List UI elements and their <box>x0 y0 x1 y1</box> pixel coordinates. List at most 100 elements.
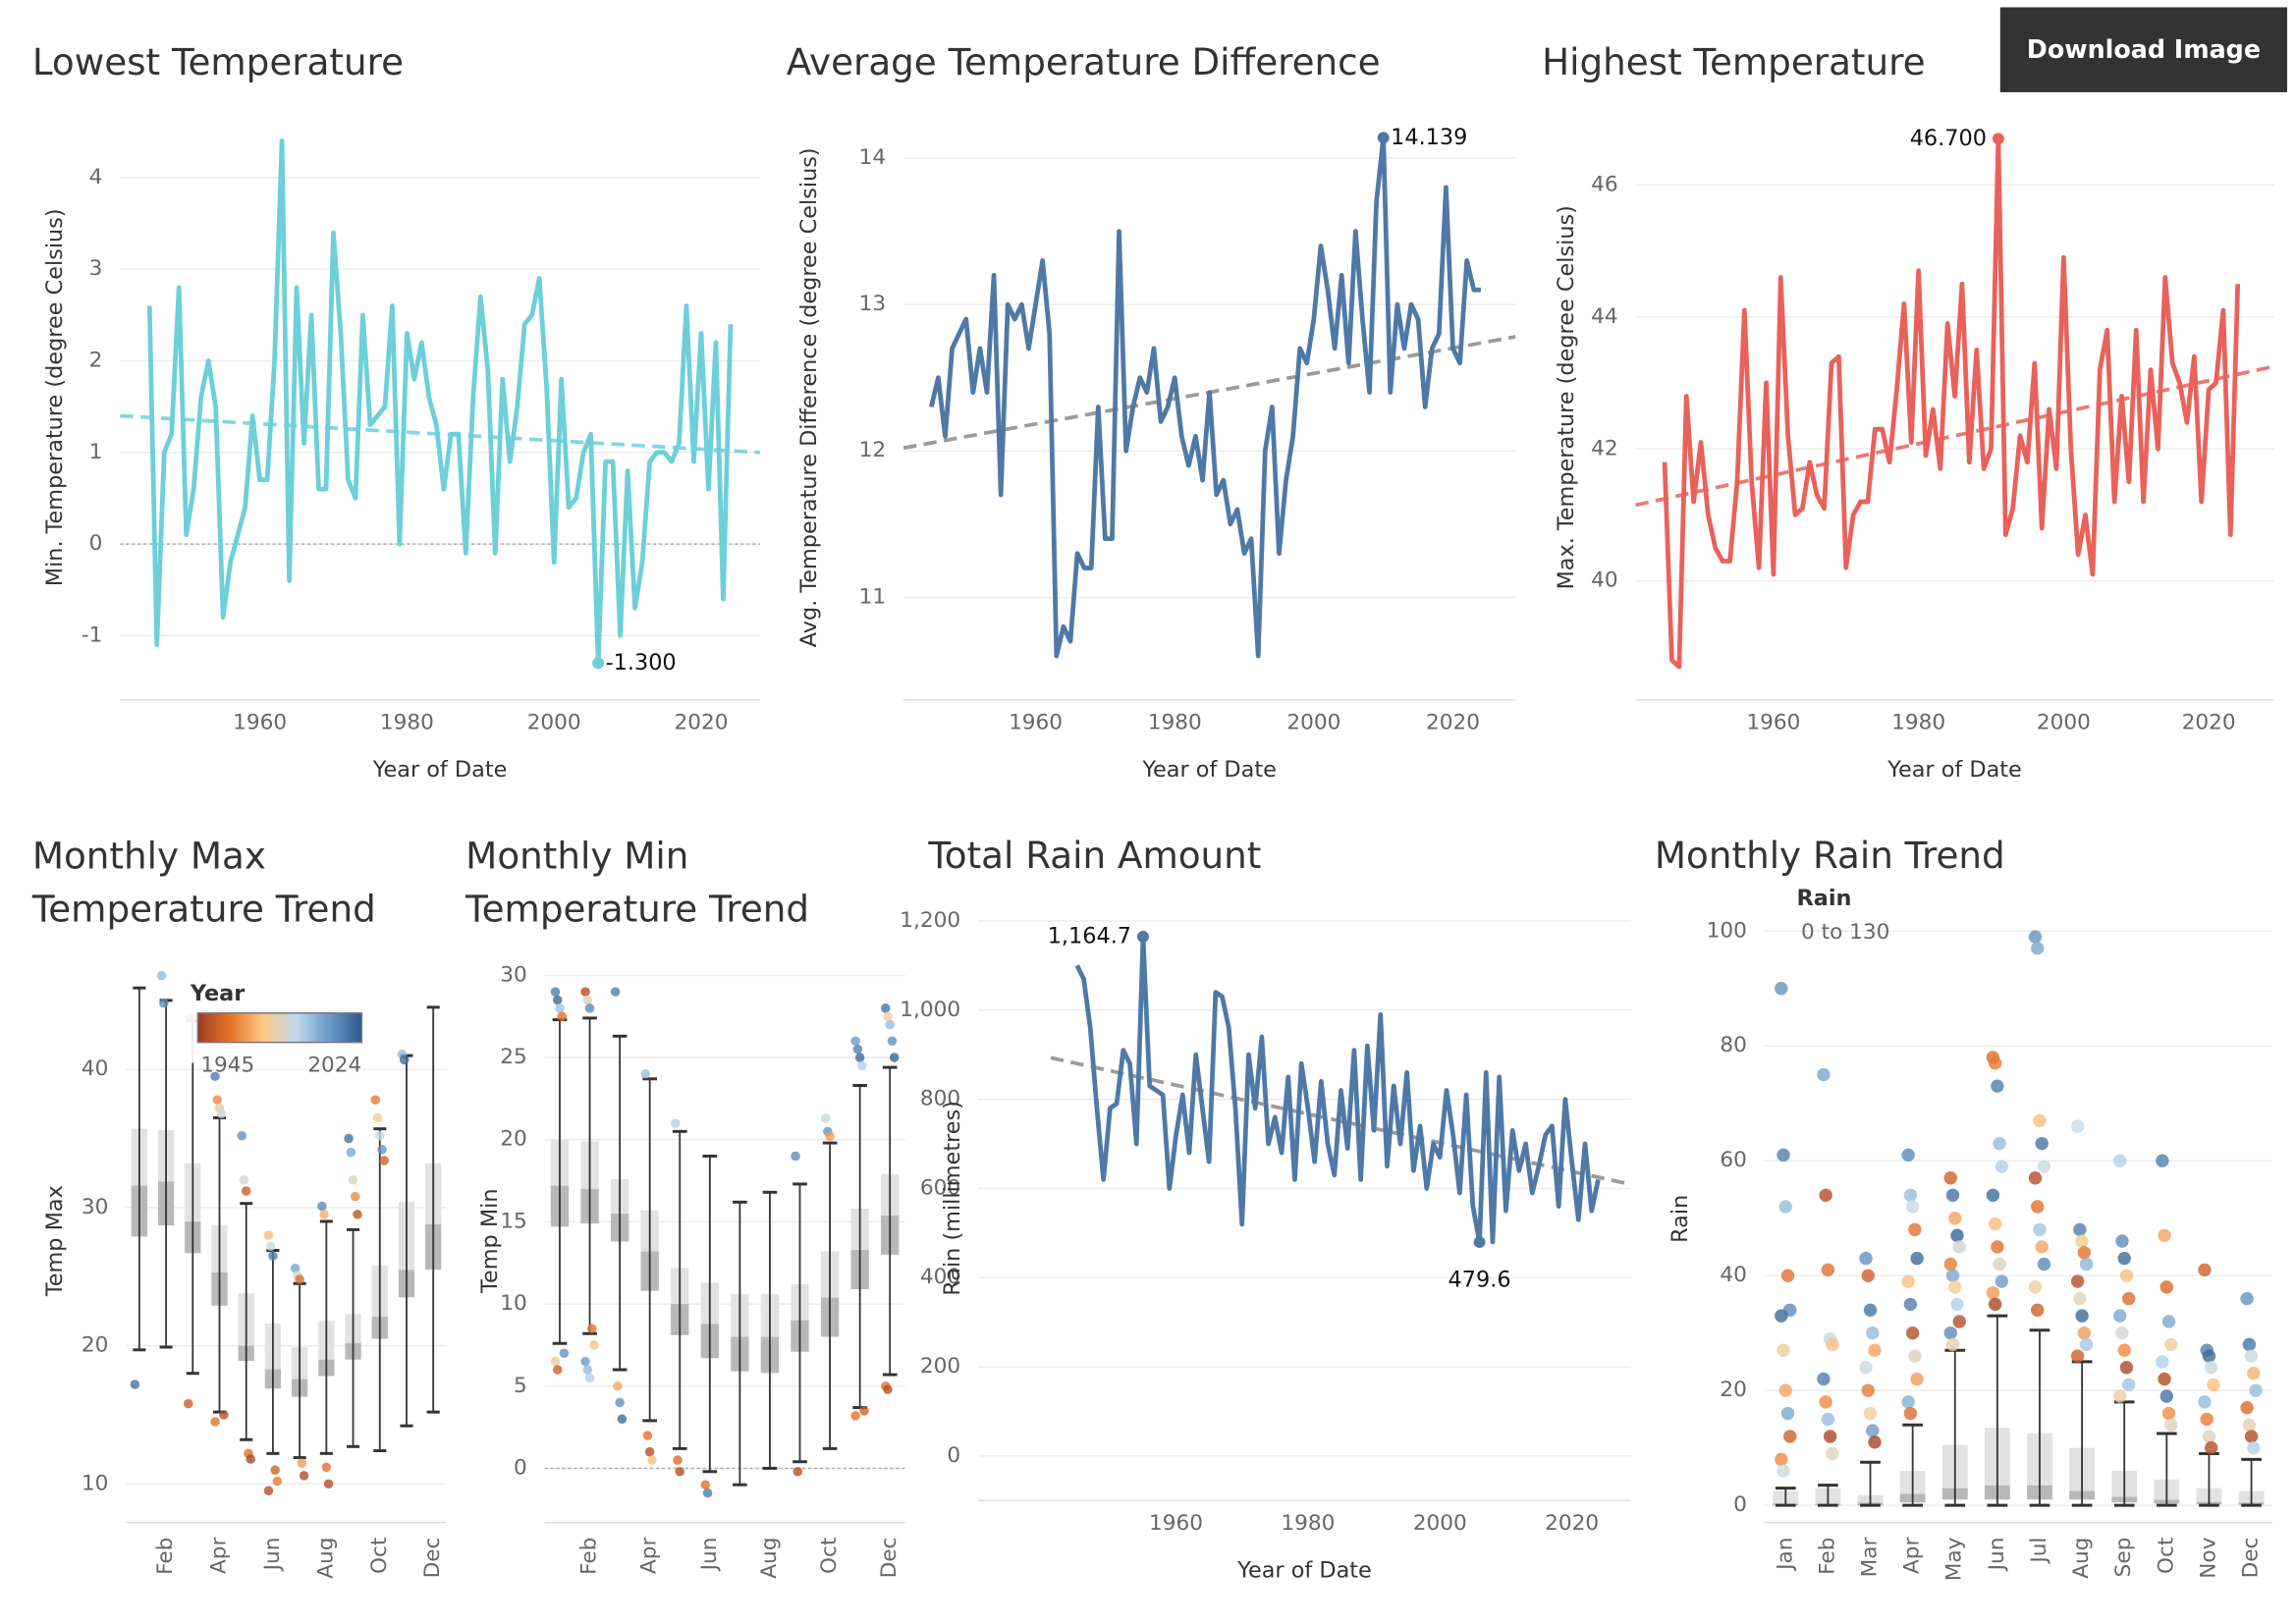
outlier-point <box>184 1398 193 1409</box>
outlier-point <box>1995 1274 2009 1288</box>
x-tick-label: Aug <box>757 1538 782 1579</box>
x-axis-label: Year of Date <box>1236 1557 1372 1583</box>
outlier-point <box>2121 1378 2136 1392</box>
trend-line <box>1050 1056 1632 1187</box>
x-axis-label: Year of Date <box>1886 757 2022 783</box>
outlier-point <box>1986 1286 2000 1300</box>
outlier-point <box>219 1410 229 1420</box>
outlier-point <box>2079 1337 2094 1352</box>
data-line <box>1074 934 1601 1245</box>
outlier-point <box>852 1044 863 1055</box>
outlier-point <box>210 1417 220 1427</box>
outlier-point <box>883 1011 893 1021</box>
outlier-point <box>1943 1171 1957 1185</box>
outlier-point <box>1986 1188 2000 1203</box>
outlier-point <box>2158 1372 2171 1386</box>
y-tick-label: 15 <box>500 1209 527 1233</box>
outlier-point <box>1943 1257 1957 1272</box>
outlier-point <box>1901 1148 1915 1163</box>
outlier-point <box>825 1131 835 1142</box>
x-tick-label: Sep <box>2111 1538 2136 1578</box>
outlier-point <box>1780 1269 1795 1282</box>
outlier-point <box>377 1145 387 1155</box>
y-tick-label: 100 <box>1707 918 1747 943</box>
outlier-point <box>2249 1383 2263 1397</box>
chart-title: Total Rain Amount <box>927 834 1261 877</box>
outlier-point <box>580 987 590 997</box>
outlier-point <box>272 1476 283 1487</box>
outlier-point <box>246 1454 255 1464</box>
chart-panel: Monthly Max Temperature Trend 10 20 30 40 Tem… <box>31 834 447 1579</box>
legend-gradient <box>196 1012 363 1044</box>
outlier-point <box>2033 1222 2047 1237</box>
outlier-point <box>319 1210 329 1219</box>
outlier-point <box>1866 1326 1880 1340</box>
y-tick-label: 13 <box>859 292 887 316</box>
outlier-point <box>2070 1274 2085 1288</box>
outlier-point <box>2198 1395 2212 1409</box>
outlier-point <box>297 1458 307 1468</box>
x-tick-label: 2000 <box>527 711 581 735</box>
outlier-point <box>268 1251 278 1261</box>
outlier-point <box>212 1095 223 1105</box>
outlier-point <box>2031 1200 2045 1214</box>
outlier-point <box>321 1462 332 1473</box>
outlier-point <box>702 1488 713 1498</box>
outlier-point <box>2207 1378 2220 1392</box>
button-background[interactable] <box>1999 7 2288 92</box>
x-tick-label: Oct <box>2154 1538 2178 1574</box>
y-tick-label: 200 <box>920 1354 960 1379</box>
outlier-point <box>1775 1452 1788 1467</box>
chart-title: Monthly Min Temperature Trend <box>465 834 809 930</box>
download-button[interactable]: Download Image <box>1999 7 2288 92</box>
outlier-point <box>379 1156 390 1165</box>
outlier-point <box>557 1011 567 1021</box>
outlier-point <box>1903 1188 1918 1203</box>
outlier-point <box>2033 1113 2047 1127</box>
x-tick-label: Nov <box>2196 1537 2220 1578</box>
outlier-point <box>1908 1349 1922 1363</box>
outlier-point <box>700 1480 711 1489</box>
annotation-dot <box>592 657 605 670</box>
x-tick-label: Jan <box>1773 1538 1797 1572</box>
outlier-point <box>584 1373 595 1383</box>
outlier-point <box>2037 1257 2051 1272</box>
outlier-point <box>1950 1228 1964 1242</box>
outlier-point <box>2113 1309 2127 1323</box>
outlier-point <box>791 1151 800 1162</box>
outlier-point <box>2161 1406 2176 1421</box>
x-tick-label: Oct <box>367 1538 392 1574</box>
outlier-point <box>2121 1291 2136 1306</box>
y-tick-label: 30 <box>82 1195 109 1219</box>
outlier-point <box>2204 1361 2218 1375</box>
y-tick-label: 44 <box>1591 304 1618 329</box>
outlier-point <box>850 1036 860 1047</box>
y-tick-label: 40 <box>1720 1263 1747 1287</box>
x-tick-label: 2000 <box>2037 711 2091 735</box>
y-tick-label: 20 <box>1720 1378 1747 1402</box>
outlier-point <box>344 1133 354 1144</box>
outlier-point <box>2075 1234 2089 1248</box>
y-tick-label: 0 <box>89 531 103 556</box>
chart-title: Lowest Temperature <box>32 40 404 83</box>
y-tick-label: 2 <box>89 348 103 372</box>
x-tick-label: 2020 <box>1545 1511 1599 1536</box>
outlier-point <box>2077 1246 2092 1260</box>
chart-panel: Highest Temperature 40 42 44 46 Max. Temperat… <box>1542 40 2274 783</box>
outlier-point <box>613 1380 623 1391</box>
y-tick-label: 4 <box>89 165 103 189</box>
x-tick-label: 1980 <box>380 711 434 735</box>
outlier-point <box>374 1130 385 1141</box>
outlier-point <box>2070 1119 2085 1133</box>
outlier-point <box>2037 1160 2051 1173</box>
x-tick-label: 1960 <box>1009 711 1063 735</box>
button-label[interactable]: Download Image <box>2027 34 2261 64</box>
outlier-point <box>1821 1412 1835 1427</box>
outlier-point <box>2247 1440 2261 1455</box>
outlier-point <box>270 1465 280 1475</box>
annotation-label: 46.700 <box>1910 126 1987 151</box>
outlier-point <box>2161 1315 2176 1328</box>
outlier-point <box>370 1095 381 1105</box>
outlier-point <box>237 1130 247 1141</box>
x-tick-label: 1960 <box>233 711 287 735</box>
